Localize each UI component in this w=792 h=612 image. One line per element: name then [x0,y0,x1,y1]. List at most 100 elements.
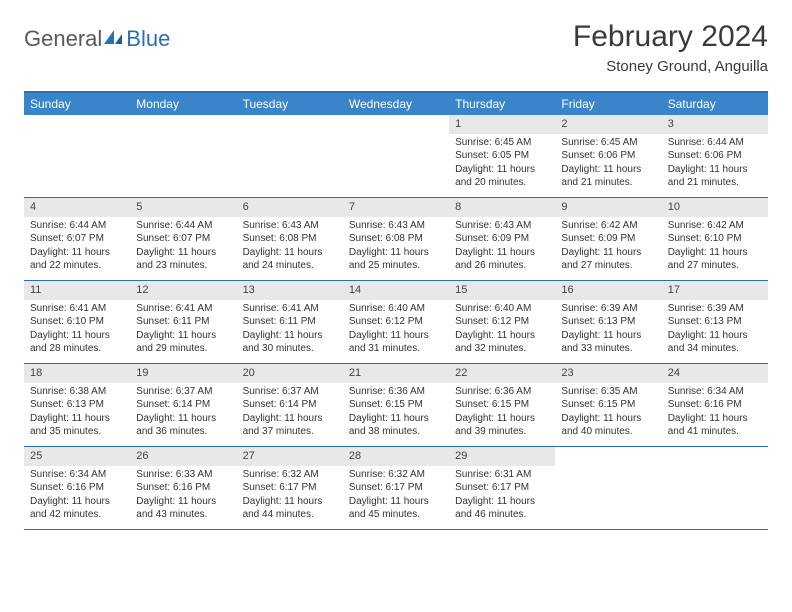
day-body: Sunrise: 6:36 AMSunset: 6:15 PMDaylight:… [343,383,449,443]
sunset-text: Sunset: 6:08 PM [243,232,337,246]
day-cell [662,447,768,529]
day-number: 6 [237,198,343,217]
day-cell: 18Sunrise: 6:38 AMSunset: 6:13 PMDayligh… [24,364,130,446]
daylight-text: and 26 minutes. [455,259,549,273]
daylight-text: Daylight: 11 hours [668,329,762,343]
sunset-text: Sunset: 6:09 PM [455,232,549,246]
sunrise-text: Sunrise: 6:36 AM [455,385,549,399]
day-cell: 25Sunrise: 6:34 AMSunset: 6:16 PMDayligh… [24,447,130,529]
logo-text-general: General [24,26,102,52]
week-row: 1Sunrise: 6:45 AMSunset: 6:05 PMDaylight… [24,115,768,198]
day-cell: 2Sunrise: 6:45 AMSunset: 6:06 PMDaylight… [555,115,661,197]
day-body: Sunrise: 6:44 AMSunset: 6:07 PMDaylight:… [24,217,130,277]
sunset-text: Sunset: 6:06 PM [561,149,655,163]
day-number: 28 [343,447,449,466]
sunrise-text: Sunrise: 6:44 AM [30,219,124,233]
day-number: 12 [130,281,236,300]
day-body: Sunrise: 6:41 AMSunset: 6:11 PMDaylight:… [130,300,236,360]
day-cell [343,115,449,197]
sunrise-text: Sunrise: 6:44 AM [668,136,762,150]
sunset-text: Sunset: 6:16 PM [30,481,124,495]
week-row: 18Sunrise: 6:38 AMSunset: 6:13 PMDayligh… [24,364,768,447]
day-cell: 7Sunrise: 6:43 AMSunset: 6:08 PMDaylight… [343,198,449,280]
day-cell: 20Sunrise: 6:37 AMSunset: 6:14 PMDayligh… [237,364,343,446]
daylight-text: Daylight: 11 hours [30,329,124,343]
day-number: 26 [130,447,236,466]
calendar: SundayMondayTuesdayWednesdayThursdayFrid… [24,91,768,530]
daylight-text: and 33 minutes. [561,342,655,356]
day-number: 14 [343,281,449,300]
day-cell [130,115,236,197]
day-cell [237,115,343,197]
sunset-text: Sunset: 6:14 PM [243,398,337,412]
daylight-text: and 34 minutes. [668,342,762,356]
daylight-text: Daylight: 11 hours [243,246,337,260]
daylight-text: Daylight: 11 hours [561,412,655,426]
day-cell: 10Sunrise: 6:42 AMSunset: 6:10 PMDayligh… [662,198,768,280]
weekday-header: Thursday [449,93,555,115]
sunrise-text: Sunrise: 6:39 AM [668,302,762,316]
day-body: Sunrise: 6:42 AMSunset: 6:09 PMDaylight:… [555,217,661,277]
day-body: Sunrise: 6:40 AMSunset: 6:12 PMDaylight:… [449,300,555,360]
daylight-text: Daylight: 11 hours [136,329,230,343]
sunrise-text: Sunrise: 6:44 AM [136,219,230,233]
daylight-text: and 27 minutes. [668,259,762,273]
day-body: Sunrise: 6:44 AMSunset: 6:06 PMDaylight:… [662,134,768,194]
sunrise-text: Sunrise: 6:32 AM [243,468,337,482]
day-number: 25 [24,447,130,466]
sunrise-text: Sunrise: 6:45 AM [561,136,655,150]
weekday-header: Saturday [662,93,768,115]
daylight-text: and 38 minutes. [349,425,443,439]
day-body: Sunrise: 6:34 AMSunset: 6:16 PMDaylight:… [24,466,130,526]
daylight-text: and 45 minutes. [349,508,443,522]
sunrise-text: Sunrise: 6:40 AM [455,302,549,316]
day-cell: 23Sunrise: 6:35 AMSunset: 6:15 PMDayligh… [555,364,661,446]
day-cell: 6Sunrise: 6:43 AMSunset: 6:08 PMDaylight… [237,198,343,280]
sunrise-text: Sunrise: 6:39 AM [561,302,655,316]
sunset-text: Sunset: 6:12 PM [349,315,443,329]
sunset-text: Sunset: 6:17 PM [455,481,549,495]
weekday-header-row: SundayMondayTuesdayWednesdayThursdayFrid… [24,93,768,115]
day-body: Sunrise: 6:41 AMSunset: 6:11 PMDaylight:… [237,300,343,360]
day-number: 8 [449,198,555,217]
daylight-text: and 30 minutes. [243,342,337,356]
logo: General Blue [24,26,170,52]
daylight-text: and 41 minutes. [668,425,762,439]
sunrise-text: Sunrise: 6:42 AM [668,219,762,233]
daylight-text: Daylight: 11 hours [561,329,655,343]
sunset-text: Sunset: 6:13 PM [561,315,655,329]
day-body: Sunrise: 6:45 AMSunset: 6:06 PMDaylight:… [555,134,661,194]
sunset-text: Sunset: 6:14 PM [136,398,230,412]
day-body: Sunrise: 6:37 AMSunset: 6:14 PMDaylight:… [130,383,236,443]
daylight-text: and 32 minutes. [455,342,549,356]
daylight-text: and 21 minutes. [561,176,655,190]
sunrise-text: Sunrise: 6:42 AM [561,219,655,233]
week-row: 4Sunrise: 6:44 AMSunset: 6:07 PMDaylight… [24,198,768,281]
sunrise-text: Sunrise: 6:45 AM [455,136,549,150]
daylight-text: and 20 minutes. [455,176,549,190]
sunrise-text: Sunrise: 6:40 AM [349,302,443,316]
sunrise-text: Sunrise: 6:37 AM [243,385,337,399]
day-number: 22 [449,364,555,383]
sunrise-text: Sunrise: 6:31 AM [455,468,549,482]
day-body: Sunrise: 6:36 AMSunset: 6:15 PMDaylight:… [449,383,555,443]
sunset-text: Sunset: 6:13 PM [30,398,124,412]
day-cell: 13Sunrise: 6:41 AMSunset: 6:11 PMDayligh… [237,281,343,363]
week-row: 25Sunrise: 6:34 AMSunset: 6:16 PMDayligh… [24,447,768,530]
day-cell: 4Sunrise: 6:44 AMSunset: 6:07 PMDaylight… [24,198,130,280]
weekday-header: Monday [130,93,236,115]
day-cell: 17Sunrise: 6:39 AMSunset: 6:13 PMDayligh… [662,281,768,363]
day-body: Sunrise: 6:41 AMSunset: 6:10 PMDaylight:… [24,300,130,360]
day-body: Sunrise: 6:39 AMSunset: 6:13 PMDaylight:… [662,300,768,360]
daylight-text: and 28 minutes. [30,342,124,356]
day-cell: 12Sunrise: 6:41 AMSunset: 6:11 PMDayligh… [130,281,236,363]
day-number: 3 [662,115,768,134]
daylight-text: and 27 minutes. [561,259,655,273]
day-cell: 5Sunrise: 6:44 AMSunset: 6:07 PMDaylight… [130,198,236,280]
daylight-text: Daylight: 11 hours [668,412,762,426]
header: General Blue February 2024 Stoney Ground… [24,20,768,75]
sunrise-text: Sunrise: 6:35 AM [561,385,655,399]
day-body: Sunrise: 6:43 AMSunset: 6:08 PMDaylight:… [343,217,449,277]
sunrise-text: Sunrise: 6:33 AM [136,468,230,482]
daylight-text: and 39 minutes. [455,425,549,439]
